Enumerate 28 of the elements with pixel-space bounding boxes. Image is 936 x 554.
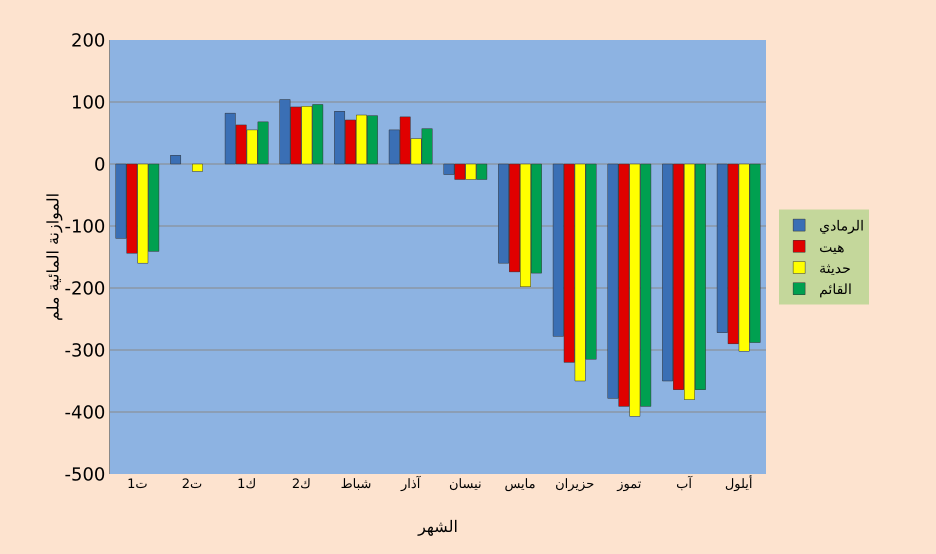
x-tick-label: آب xyxy=(676,475,694,492)
y-tick-label: 0 xyxy=(94,154,106,176)
bar xyxy=(170,155,182,164)
y-tick-label: -400 xyxy=(64,402,106,424)
x-tick-label: ك2 xyxy=(292,477,311,492)
x-tick-label: حزيران xyxy=(555,477,594,492)
legend-label: هيت xyxy=(819,240,844,256)
x-tick-label: شباط xyxy=(340,477,372,492)
y-tick-label: -100 xyxy=(64,216,106,238)
y-tick-label: -500 xyxy=(64,464,106,486)
x-tick-label: آذار xyxy=(400,475,422,492)
y-tick-label: 200 xyxy=(71,30,106,52)
x-tick-label: تموز xyxy=(616,477,642,492)
y-tick-label: -300 xyxy=(64,340,106,362)
legend-label: القائم xyxy=(819,282,852,298)
y-tick-label: 100 xyxy=(71,92,106,114)
x-tick-label: ك1 xyxy=(237,477,256,492)
legend-label: حديثة xyxy=(819,260,851,277)
x-axis-title: الشهر xyxy=(417,517,458,536)
x-tick-label: ت1 xyxy=(127,477,148,492)
y-axis-title: الموازنة المائية ملم xyxy=(44,192,63,322)
x-tick-label: ت2 xyxy=(182,477,202,492)
x-tick-label: أيلول xyxy=(724,475,753,492)
legend-label: الرمادي xyxy=(819,218,864,235)
x-tick-label: نيسان xyxy=(449,477,482,492)
x-tick-label: مايس xyxy=(504,477,536,492)
y-tick-label: -200 xyxy=(64,278,106,300)
bar xyxy=(192,164,203,172)
